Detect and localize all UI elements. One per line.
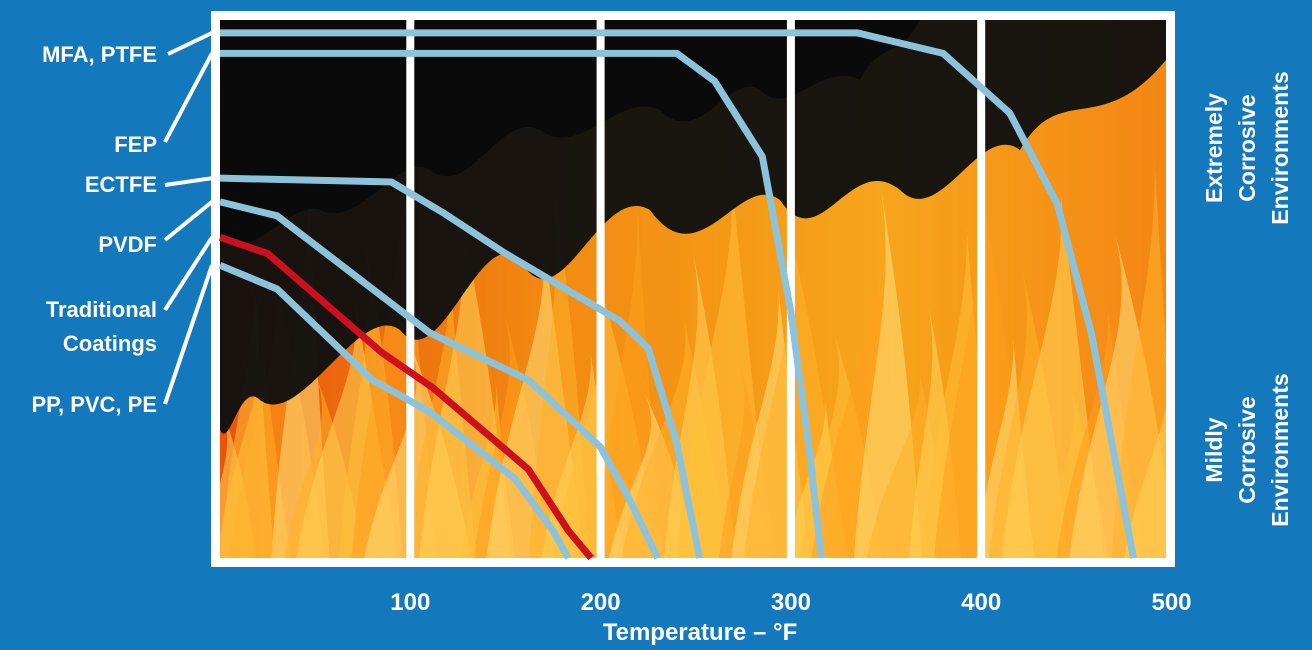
x-tick-500: 500	[1151, 589, 1191, 616]
series-line-pp-pvc-pe	[218, 262, 572, 560]
series-label-pvdf: PVDF	[98, 232, 157, 257]
series-label-line: MFA, PTFE	[42, 42, 157, 67]
series-line-fep	[220, 49, 825, 559]
vertical-grid-lines	[406, 20, 986, 558]
series-label-mfa-ptfe: MFA, PTFE	[42, 42, 157, 67]
series-lines	[218, 29, 1137, 561]
series-label-ectfe: ECTFE	[85, 172, 157, 197]
series-label-line: FEP	[114, 132, 157, 157]
series-line-mfa-ptfe	[220, 29, 1137, 559]
series-line-ectfe	[219, 174, 703, 559]
leader-traditional-coatings	[163, 236, 214, 312]
leader-mfa-ptfe	[167, 31, 213, 56]
x-tick-400: 400	[961, 589, 1001, 616]
series-line-pvdf	[219, 198, 661, 560]
series-label-line: Coatings	[63, 331, 157, 356]
plot-area	[211, 11, 1175, 567]
x-tick-100: 100	[390, 589, 430, 616]
range-label-top-line3: Environments	[1267, 71, 1293, 224]
x-tick-200: 200	[581, 589, 621, 616]
series-line-traditional-coatings	[218, 234, 594, 561]
x-tick-300: 300	[771, 589, 811, 616]
leader-fep	[163, 52, 214, 143]
range-label-bottom: Mildly Corrosive Environments	[1201, 373, 1293, 526]
series-label-line: ECTFE	[85, 172, 157, 197]
series-label-pp-pvc-pe: PP, PVC, PE	[31, 392, 157, 417]
series-label-line: Traditional	[46, 297, 157, 322]
range-label-top: Extremely Corrosive Environments	[1201, 71, 1293, 224]
series-label-line: PVDF	[98, 232, 157, 257]
fire-background	[220, 20, 1166, 558]
series-label-fep: FEP	[114, 132, 157, 157]
range-label-top-line1: Extremely	[1201, 93, 1227, 203]
series-label-line: PP, PVC, PE	[31, 392, 157, 417]
series-labels: MFA, PTFE FEP ECTFE PVDF Traditional Coatings…	[31, 42, 157, 417]
range-label-bottom-line3: Environments	[1267, 373, 1293, 526]
range-label-top-line2: Corrosive	[1234, 94, 1260, 201]
series-label-traditional-coatings: Traditional Coatings	[46, 297, 157, 356]
x-tick-labels: 100 200 300 400 500	[390, 589, 1191, 616]
label-leaders	[163, 31, 214, 405]
x-axis-label: Temperature – °F	[603, 619, 798, 646]
leader-pp-pvc-pe	[163, 264, 214, 405]
range-label-bottom-line2: Corrosive	[1234, 396, 1260, 503]
leader-ectfe	[164, 176, 213, 187]
leader-pvdf	[163, 200, 214, 242]
range-label-bottom-line1: Mildly	[1201, 417, 1227, 482]
